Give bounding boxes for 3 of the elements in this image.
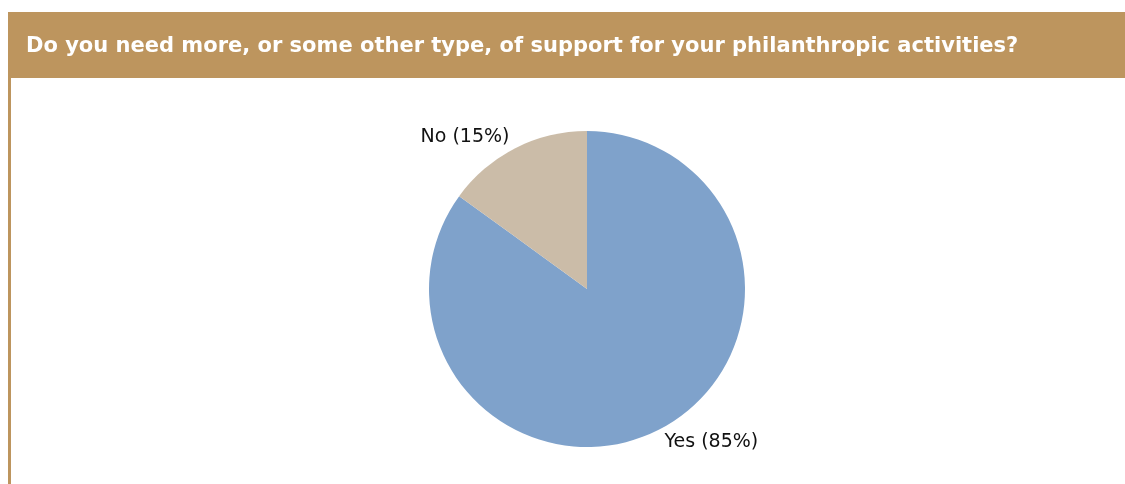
slice-label: No (15%) [420,124,510,147]
slice-label: Yes (85%) [663,428,759,451]
chart-title: Do you need more, or some other type, of support for your philanthropic activities? [26,33,1019,57]
